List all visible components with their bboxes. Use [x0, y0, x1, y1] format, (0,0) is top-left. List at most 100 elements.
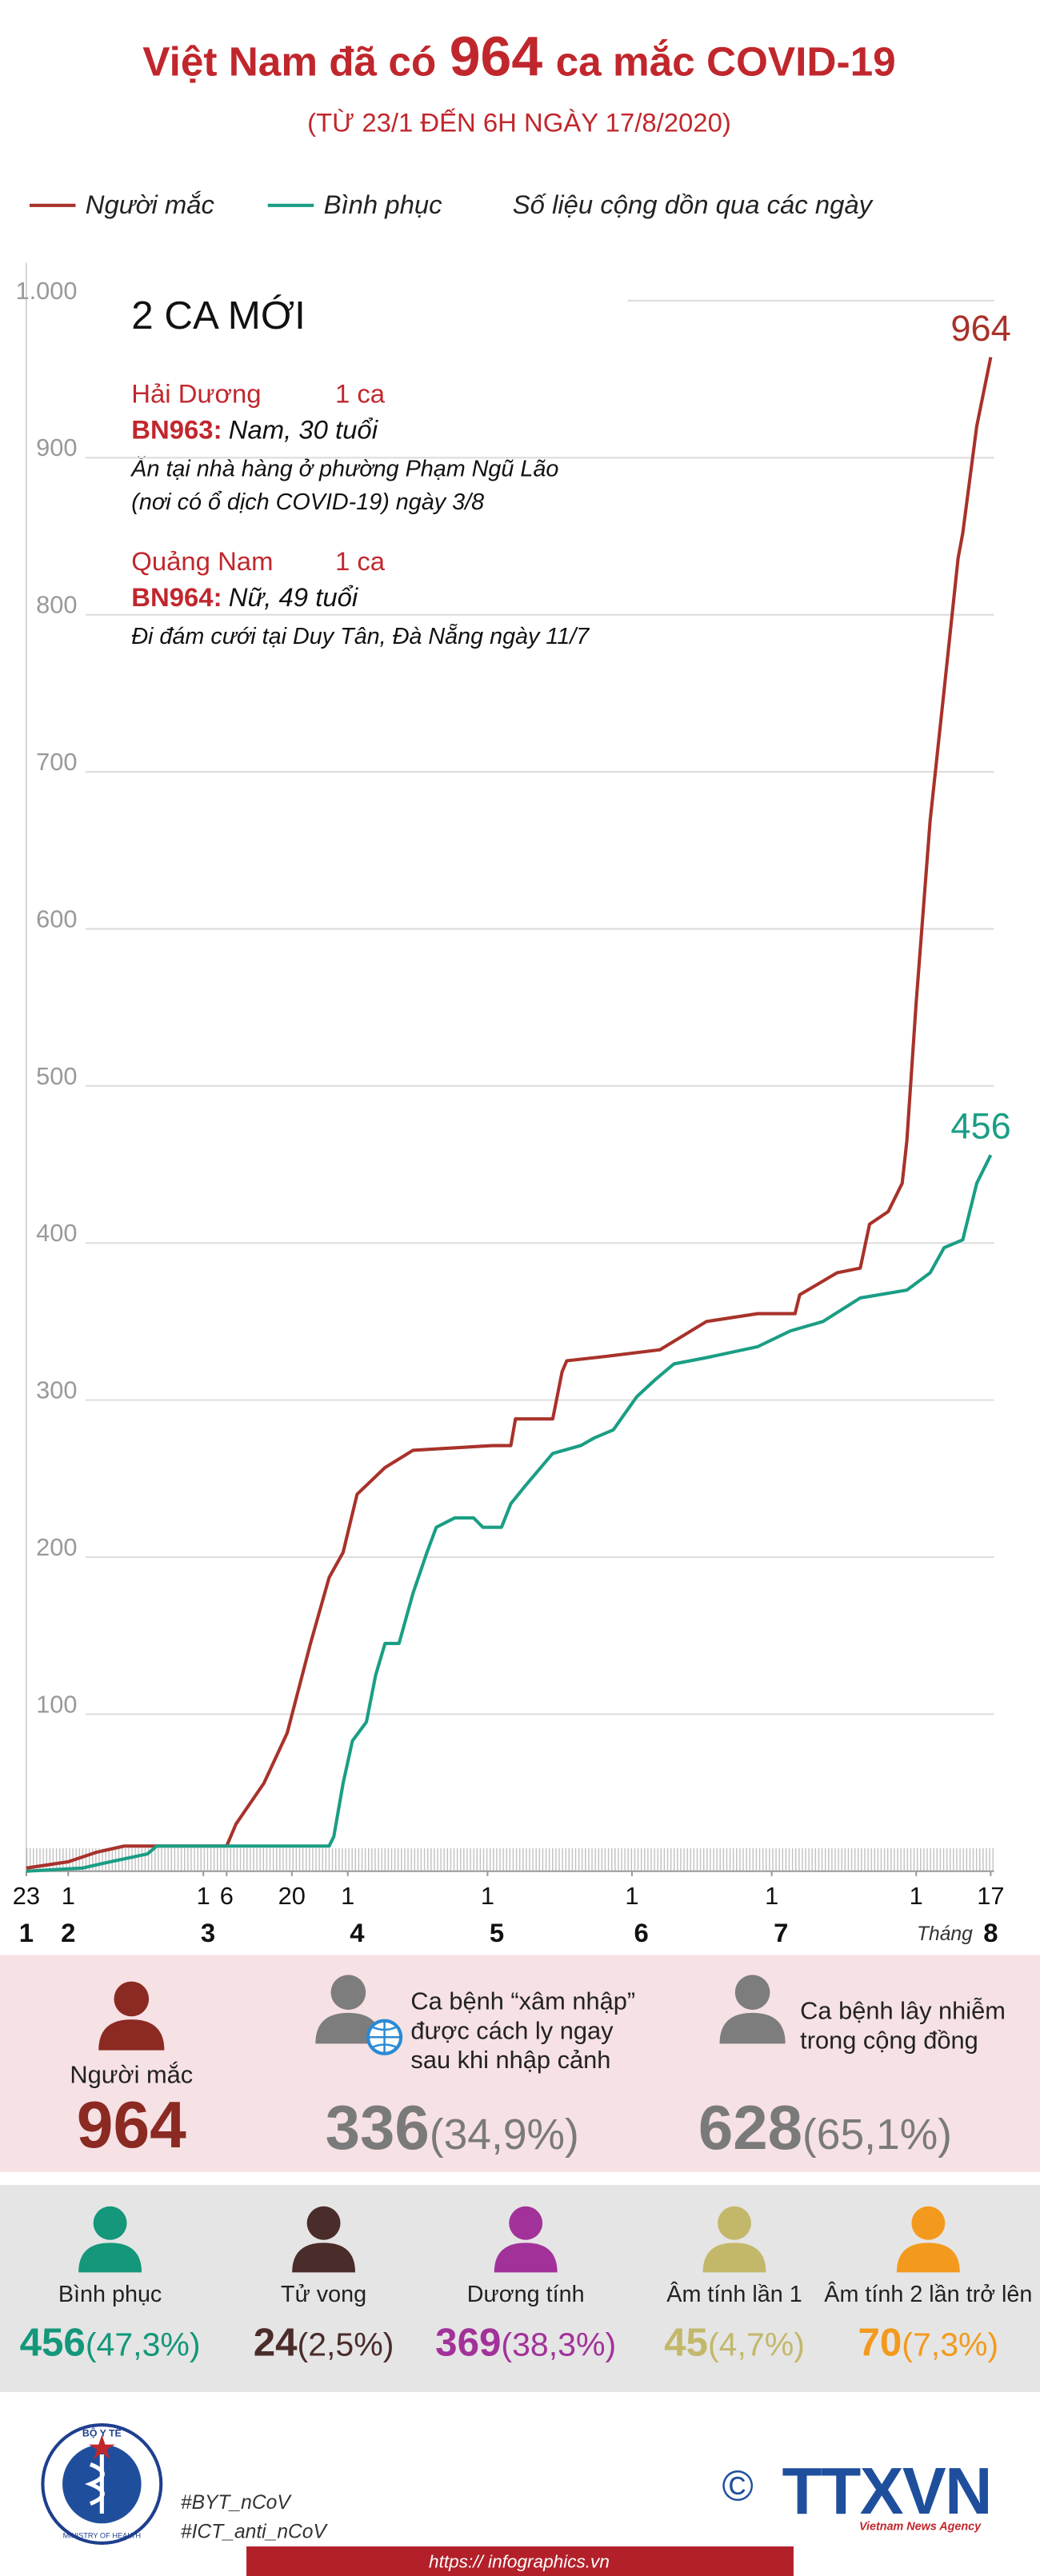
x-tick-label: 1 [765, 1882, 778, 1910]
agency-en: Vietnam News Agency [859, 2520, 982, 2533]
case-province: Quảng Nam [131, 546, 273, 576]
x-tick-label: 23 [13, 1882, 40, 1910]
baseline-hatch [26, 1847, 994, 1871]
case-id: BN963: [131, 414, 222, 444]
case-province: Hải Dương [131, 378, 261, 408]
x-tick-label: 1 [341, 1882, 354, 1910]
x-tick-label: 20 [278, 1882, 306, 1910]
hashtag: #BYT_nCoV [181, 2492, 292, 2514]
status-percent: (38,3%) [501, 2326, 616, 2363]
person-icon [330, 1975, 366, 2011]
status-label: Dương tính [467, 2282, 585, 2307]
legend-label: Bình phục [324, 190, 443, 219]
person-icon [911, 2206, 946, 2240]
panel-value: 964 [77, 2089, 186, 2162]
status-percent: (47,3%) [86, 2326, 201, 2363]
cases-panel-bg [0, 1955, 1040, 2172]
box-bg [85, 276, 628, 336]
y-tick-label: 1.000 [15, 277, 77, 305]
panel-value: 336(34,9%) [326, 2092, 579, 2163]
status-label: Âm tính 2 lần trở lên [824, 2281, 1032, 2307]
x-tick-label: 17 [977, 1882, 1004, 1910]
chart-note: Số liệu cộng dồn qua các ngày [513, 190, 874, 219]
month-label: 7 [774, 1918, 788, 1947]
status-number: 70 [858, 2321, 902, 2365]
x-tick-label: 1 [481, 1882, 494, 1910]
status-label: Tử vong [281, 2282, 366, 2307]
panel-percent: (34,9%) [430, 2111, 579, 2159]
logo-top: BỘ Y TẾ [82, 2426, 122, 2438]
status-label: Âm tính lần 1 [666, 2281, 802, 2307]
status-value: 456(47,3%) [20, 2321, 201, 2365]
month-label: 2 [61, 1918, 75, 1947]
new-cases-title: 2 CA MỚI [131, 294, 306, 337]
case-note: Đi đám cưới tại Duy Tân, Đà Nẵng ngày 11… [131, 623, 590, 649]
person-icon [734, 1975, 770, 2011]
status-label: Bình phục [58, 2282, 162, 2307]
status-value: 369(38,3%) [435, 2321, 616, 2365]
person-icon [509, 2206, 543, 2240]
legend-label: Người mắc [86, 190, 215, 219]
x-tick-label: 1 [62, 1882, 75, 1910]
status-value: 24(2,5%) [254, 2321, 394, 2365]
case-line: BN963: Nam, 30 tuổi [131, 414, 378, 444]
person-icon [702, 2243, 766, 2273]
subtitle: (TỪ 23/1 ĐẾN 6H NGÀY 17/8/2020) [307, 107, 731, 137]
person-icon [292, 2243, 356, 2273]
y-tick-label: 700 [36, 748, 77, 776]
status-number: 369 [435, 2321, 501, 2365]
logo-bottom: MINISTRY OF HEALTH [63, 2532, 141, 2540]
y-tick-label: 900 [36, 433, 77, 461]
end-value-label: 964 [950, 308, 1010, 349]
hashtag: #ICT_anti_nCoV [181, 2522, 329, 2543]
panel-number: 336 [326, 2092, 430, 2163]
x-axis-label: Tháng [917, 1923, 973, 1945]
status-number: 45 [664, 2321, 708, 2365]
month-label: 8 [983, 1918, 998, 1947]
case-id: BN964: [131, 582, 222, 612]
status-percent: (2,5%) [298, 2326, 394, 2363]
x-tick-label: 6 [220, 1882, 234, 1910]
status-percent: (4,7%) [708, 2326, 805, 2363]
series-line [26, 357, 993, 1870]
month-label: 6 [634, 1918, 648, 1947]
status-value: 45(4,7%) [664, 2321, 805, 2365]
panel-label: được cách ly ngay [410, 2016, 614, 2044]
y-tick-label: 600 [36, 905, 77, 933]
y-tick-label: 500 [36, 1062, 77, 1090]
url-bar [246, 2546, 794, 2576]
title-number: 964 [450, 25, 543, 87]
x-tick-label: 1 [625, 1882, 638, 1910]
person-icon [114, 1981, 150, 2017]
panel-percent: (65,1%) [802, 2111, 952, 2159]
logo [41, 2422, 163, 2545]
case-note: (nơi có ổ dịch COVID-19) ngày 3/8 [131, 489, 484, 515]
series-line [26, 1154, 993, 1873]
title-end: ca mắc COVID-19 [556, 38, 896, 84]
status-number: 456 [20, 2321, 86, 2365]
panel-number: 628 [698, 2092, 802, 2163]
agency: TTXVN [782, 2455, 993, 2528]
panel-label: Ca bệnh lây nhiễm [800, 1997, 1006, 2025]
globe-icon [368, 2020, 402, 2054]
person-icon [719, 2012, 786, 2044]
status-value: 70(7,3%) [858, 2321, 998, 2365]
person-icon [78, 2243, 142, 2273]
panel-label: Người mắc [70, 2061, 193, 2089]
panel-label: trong cộng đồng [800, 2027, 978, 2055]
y-tick-label: 800 [36, 591, 77, 619]
title-start: Việt Nam đã có [142, 38, 436, 84]
status-percent: (7,3%) [902, 2326, 998, 2363]
person-icon [718, 2206, 751, 2240]
x-tick-label: 1 [197, 1882, 210, 1910]
url: https:// infographics.vn [429, 2552, 610, 2572]
case-count: 1 ca [335, 378, 386, 408]
month-label: 5 [490, 1918, 504, 1947]
end-value-label: 456 [950, 1106, 1010, 1147]
panel-number: 964 [77, 2089, 186, 2162]
title: Việt Nam đã có 964 ca mắc COVID-19 [142, 25, 895, 87]
person-icon [93, 2206, 127, 2240]
month-label: 4 [350, 1918, 365, 1947]
